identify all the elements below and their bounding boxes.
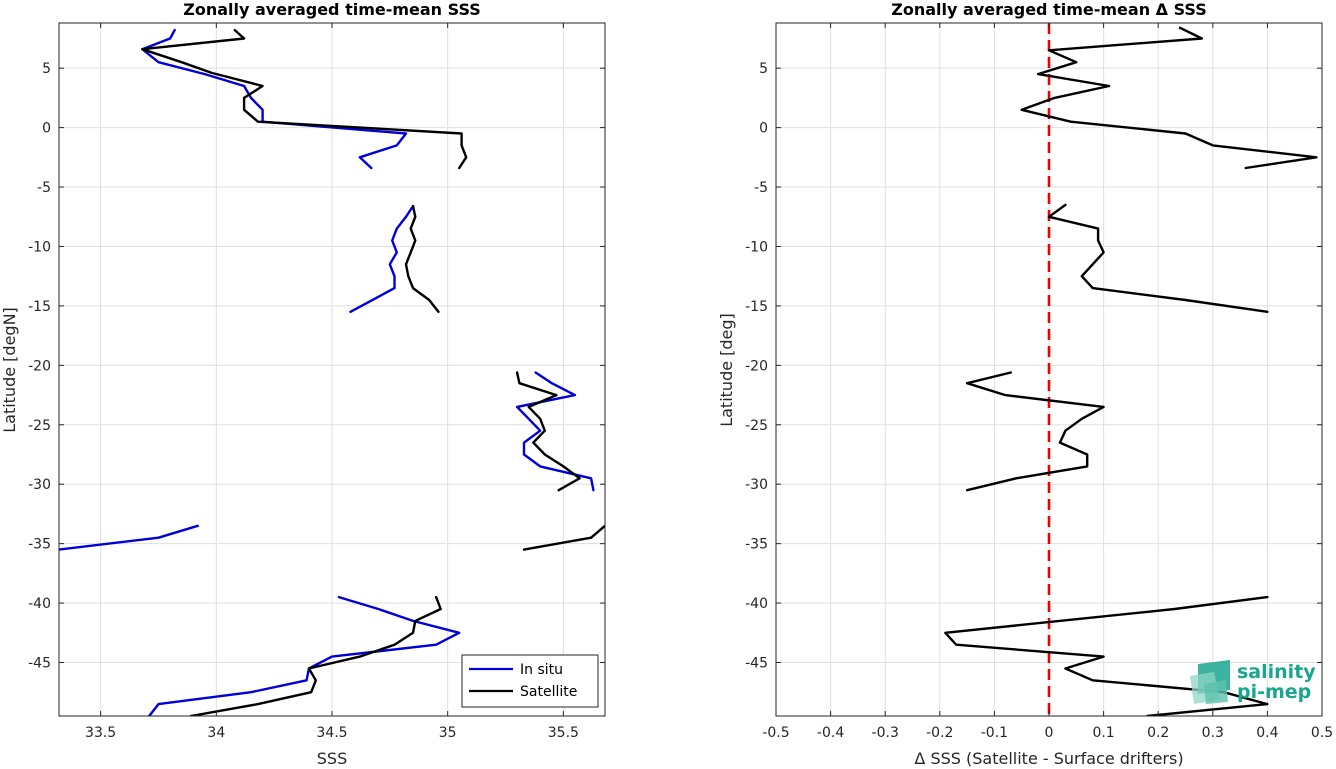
delta-sss-xtick-label-9: 0.4 xyxy=(1256,725,1278,741)
delta-sss-ytick-label-0: 5 xyxy=(759,61,768,77)
sss-xtick-label-4: 35.5 xyxy=(548,725,579,741)
delta-sss-ytick-label-4: -15 xyxy=(745,299,768,315)
delta-sss-xtick-label-4: -0.1 xyxy=(981,725,1008,741)
delta-sss-ytick-label-7: -30 xyxy=(745,477,768,493)
sss-in-situ-segment-3 xyxy=(59,524,200,551)
delta-sss-tick-labels: -0.5 -0.4 -0.3 -0.2 -0.1 0 0.1 0.2 0.3 0.4 0.5 5 0 -5… xyxy=(745,23,1333,741)
delta-sss-ytick-label-8: -35 xyxy=(745,537,768,553)
delta-sss-ytick-label-6: -25 xyxy=(745,418,768,434)
logo-text-pimep: pi-mep xyxy=(1237,681,1311,703)
sss-in-situ-segment-2 xyxy=(515,371,595,492)
sss-ytick-label-7: -30 xyxy=(28,477,51,493)
sss-satellite-segment-4 xyxy=(189,595,442,716)
sss-title: Zonally averaged time-mean SSS xyxy=(183,0,481,19)
delta-sss-xtick-label-6: 0.1 xyxy=(1092,725,1114,741)
sss-ytick-label-0: 5 xyxy=(42,61,51,77)
sss-panel: 33.5 34 34.5 35 35.5 5 0 -5 -10 -15 -20 -25 -30 -35 -4… xyxy=(0,0,606,768)
legend-label-insitu: In situ xyxy=(520,662,563,678)
delta-sss-delta-segment-3 xyxy=(944,595,1269,716)
delta-sss-xtick-label-0: -0.5 xyxy=(762,725,789,741)
sss-xtick-label-2: 34.5 xyxy=(316,725,347,741)
delta-sss-x-label: Δ SSS (Satellite - Surface drifters) xyxy=(914,749,1183,768)
sss-grid xyxy=(59,23,605,716)
sss-xtick-label-3: 35 xyxy=(439,725,457,741)
delta-sss-xtick-label-7: 0.2 xyxy=(1147,725,1169,741)
delta-sss-panel: -0.5 -0.4 -0.3 -0.2 -0.1 0 0.1 0.2 0.3 0.4 0.5 5 0 -5… xyxy=(717,0,1333,768)
delta-sss-xtick-label-8: 0.3 xyxy=(1202,725,1224,741)
sss-in-situ-segment-1 xyxy=(349,204,415,313)
delta-sss-xtick-label-3: -0.2 xyxy=(926,725,953,741)
delta-sss-series-clip xyxy=(944,26,1318,716)
sss-tick-labels: 33.5 34 34.5 35 35.5 5 0 -5 -10 -15 -20 -25 -30 -35 -4… xyxy=(28,23,605,741)
delta-sss-xtick-label-10: 0.5 xyxy=(1311,725,1333,741)
delta-sss-ytick-label-3: -10 xyxy=(745,239,768,255)
sss-series-clip xyxy=(59,28,605,716)
sss-ytick-label-3: -10 xyxy=(28,239,51,255)
sss-satellite-segment-3 xyxy=(522,524,605,551)
legend: In situ Satellite xyxy=(461,654,599,708)
sss-xtick-label-0: 33.5 xyxy=(85,725,116,741)
legend-label-satellite: Satellite xyxy=(520,684,577,700)
sss-ytick-label-9: -40 xyxy=(28,596,51,612)
delta-sss-title: Zonally averaged time-mean Δ SSS xyxy=(891,0,1207,19)
logo-mark-icon xyxy=(1190,660,1230,704)
sss-xtick-label-1: 34 xyxy=(207,725,225,741)
delta-sss-ytick-label-9: -40 xyxy=(745,596,768,612)
logo-text-salinity: salinity xyxy=(1237,661,1316,683)
delta-sss-xtick-label-5: 0 xyxy=(1045,725,1054,741)
sss-y-label: Latitude [degN] xyxy=(0,307,19,433)
sss-ytick-label-10: -45 xyxy=(28,656,51,672)
delta-sss-ytick-label-10: -45 xyxy=(745,656,768,672)
delta-sss-delta-segment-0 xyxy=(1020,26,1318,170)
sss-ytick-label-2: -5 xyxy=(37,180,51,196)
sss-satellite-segment-2 xyxy=(515,371,581,492)
sss-satellite-segment-0 xyxy=(141,28,468,170)
sss-ytick-label-8: -35 xyxy=(28,537,51,553)
sss-satellite-segment-1 xyxy=(404,204,440,313)
sss-ytick-label-4: -15 xyxy=(28,299,51,315)
sss-in-situ-segment-4 xyxy=(147,595,461,716)
delta-sss-ytick-label-2: -5 xyxy=(754,180,768,196)
delta-sss-y-label: Latitude [deg] xyxy=(717,313,736,427)
delta-sss-series-lines xyxy=(944,26,1318,716)
delta-sss-xtick-label-1: -0.4 xyxy=(817,725,844,741)
sss-ytick-label-6: -25 xyxy=(28,418,51,434)
delta-sss-delta-segment-1 xyxy=(1047,203,1269,313)
delta-sss-xtick-label-2: -0.3 xyxy=(872,725,899,741)
sss-ytick-label-1: 0 xyxy=(42,121,51,137)
sss-series-lines xyxy=(59,28,605,716)
delta-sss-delta-segment-2 xyxy=(965,371,1105,492)
legend-box xyxy=(461,654,599,708)
salinity-pi-mep-logo: salinity pi-mep xyxy=(1190,660,1316,704)
sss-ytick-label-5: -20 xyxy=(28,358,51,374)
sss-x-label: SSS xyxy=(317,749,347,768)
delta-sss-ytick-label-1: 0 xyxy=(759,121,768,137)
delta-sss-ytick-label-5: -20 xyxy=(745,358,768,374)
